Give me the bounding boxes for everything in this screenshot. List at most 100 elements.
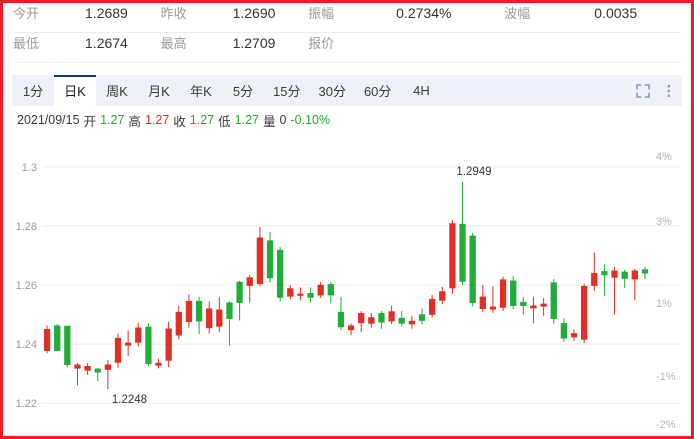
right-axis-tick-label: 1% [656, 298, 672, 310]
timeframe-toolbar: 1分 日K 周K 月K 年K 5分 15分 30分 60分 4H [12, 75, 682, 106]
quote-label-prev-close: 昨收 [160, 6, 187, 21]
tab-daily-k[interactable]: 日K [54, 75, 96, 106]
tab-15min-label: 15分 [273, 84, 301, 99]
price-annotation-label: 1.2949 [456, 166, 491, 178]
ohlc-open-value: 1.27 [100, 113, 125, 127]
quote-value-low: 1.2674 [85, 35, 128, 51]
candle-body [236, 281, 243, 304]
quote-row-1: 今开 1.2689 昨收 1.2690 振幅 0.2734% 波幅 0.0035 [13, 3, 681, 33]
candle-body [398, 317, 405, 324]
tab-1min-label: 1分 [22, 84, 44, 99]
candle-body [84, 365, 91, 371]
candle-body [449, 223, 456, 289]
tab-30min[interactable]: 30分 [309, 75, 354, 106]
quote-label-amplitude: 振幅 [308, 6, 335, 21]
candle-body [459, 223, 466, 282]
candle-body [439, 291, 446, 301]
quote-cell-amplitude: 振幅 0.2734% [308, 3, 504, 32]
candle-body [246, 277, 253, 286]
quote-value-prev-close: 1.2690 [232, 5, 276, 21]
candle-body [195, 300, 203, 322]
candle-body [94, 368, 101, 373]
candle-body [570, 333, 578, 338]
chart-svg-canvas[interactable]: 1.3 1.28 1.26 1.24 1.22 4% 3% 1% -1% -2% 1.2949 1.2… [6, 133, 694, 436]
tab-daily-k-label: 日K [64, 84, 86, 99]
candle-body [124, 342, 132, 346]
candle-body [276, 249, 284, 298]
candle-body [591, 272, 598, 286]
candle-body [418, 314, 426, 321]
tab-30min-label: 30分 [318, 84, 346, 99]
candle-body [631, 270, 638, 280]
candle-body [185, 300, 193, 322]
candle-body [621, 271, 628, 279]
candle-body [428, 298, 436, 315]
quote-label-range: 波幅 [504, 6, 531, 21]
quote-label-open: 今开 [13, 6, 40, 21]
candle-body [469, 235, 476, 304]
quote-label-low: 最低 [13, 36, 40, 51]
quote-value-open: 1.2689 [85, 5, 128, 21]
quote-cell-range: 波幅 0.0035 [504, 3, 681, 32]
quote-value-high: 1.2709 [232, 35, 276, 51]
candle-body [408, 320, 416, 325]
tab-monthly-k-label: 月K [148, 84, 170, 99]
quote-cell-empty [504, 33, 681, 62]
quote-cell-prev-close: 昨收 1.2690 [161, 3, 309, 32]
tab-60min-label: 60分 [363, 84, 392, 99]
candle-body [114, 337, 122, 363]
tab-4h-label: 4H [413, 83, 430, 98]
candle-body [378, 313, 385, 323]
candle-body [256, 237, 264, 285]
quote-header: 今开 1.2689 昨收 1.2690 振幅 0.2734% 波幅 0.0035… [3, 3, 691, 64]
fullscreen-icon[interactable] [630, 75, 656, 106]
candlestick-chart[interactable]: 1.3 1.28 1.26 1.24 1.22 4% 3% 1% -1% -2% 1.2949 1.2… [6, 133, 694, 436]
tab-5min[interactable]: 5分 [222, 75, 264, 106]
tab-yearly-k[interactable]: 年K [180, 75, 222, 106]
candle-body [499, 279, 507, 308]
ohlc-change-pct: -0.10% [290, 113, 331, 127]
ohlc-close-label: 收 [173, 114, 186, 129]
right-axis-tick-label: 3% [656, 216, 672, 228]
tab-4h[interactable]: 4H [400, 75, 442, 106]
y-axis-tick-label: 1.28 [16, 221, 37, 233]
ohlc-open-label: 开 [83, 114, 97, 129]
quote-cell-high: 最高 1.2709 [161, 33, 309, 62]
candle-body [479, 296, 486, 309]
candle-body [580, 285, 588, 340]
y-axis-tick-label: 1.3 [22, 162, 37, 174]
tab-yearly-k-label: 年K [190, 84, 212, 99]
right-axis-tick-label: -2% [656, 419, 676, 431]
tab-60min[interactable]: 60分 [355, 75, 400, 106]
candle-body [307, 292, 314, 298]
ohlc-low-value: 1.27 [234, 113, 259, 127]
candle-body [287, 288, 294, 297]
tab-1min[interactable]: 1分 [12, 75, 54, 106]
quote-row-2: 最低 1.2674 最高 1.2709 报价 [13, 33, 681, 63]
candle-body [135, 327, 142, 343]
quote-value-amplitude: 0.2734% [396, 5, 452, 21]
y-axis-tick-label: 1.22 [16, 398, 37, 410]
candle-series [43, 181, 649, 390]
quote-label-bid: 报价 [308, 36, 335, 51]
candle-body [510, 280, 517, 307]
candle-body [358, 313, 365, 324]
candle-body [388, 311, 395, 322]
candle-body [368, 317, 375, 324]
ohlc-volume-label: 量 [263, 114, 276, 129]
candle-body [266, 240, 274, 279]
candle-body [337, 311, 345, 328]
tab-weekly-k[interactable]: 周K [96, 75, 138, 106]
candle-body [206, 308, 213, 329]
ohlc-info-line: 2021/09/15 开 1.27 高 1.27 收 1.27 低 1.27 量… [17, 111, 334, 129]
more-vertical-icon[interactable] [656, 75, 682, 106]
candle-body [64, 325, 71, 366]
candle-body [560, 323, 568, 339]
candle-body [540, 303, 547, 307]
candle-body [297, 293, 304, 296]
tab-monthly-k[interactable]: 月K [138, 75, 180, 106]
quote-value-range: 0.0035 [594, 5, 638, 21]
candle-body [74, 364, 81, 369]
tab-15min[interactable]: 15分 [264, 75, 309, 106]
